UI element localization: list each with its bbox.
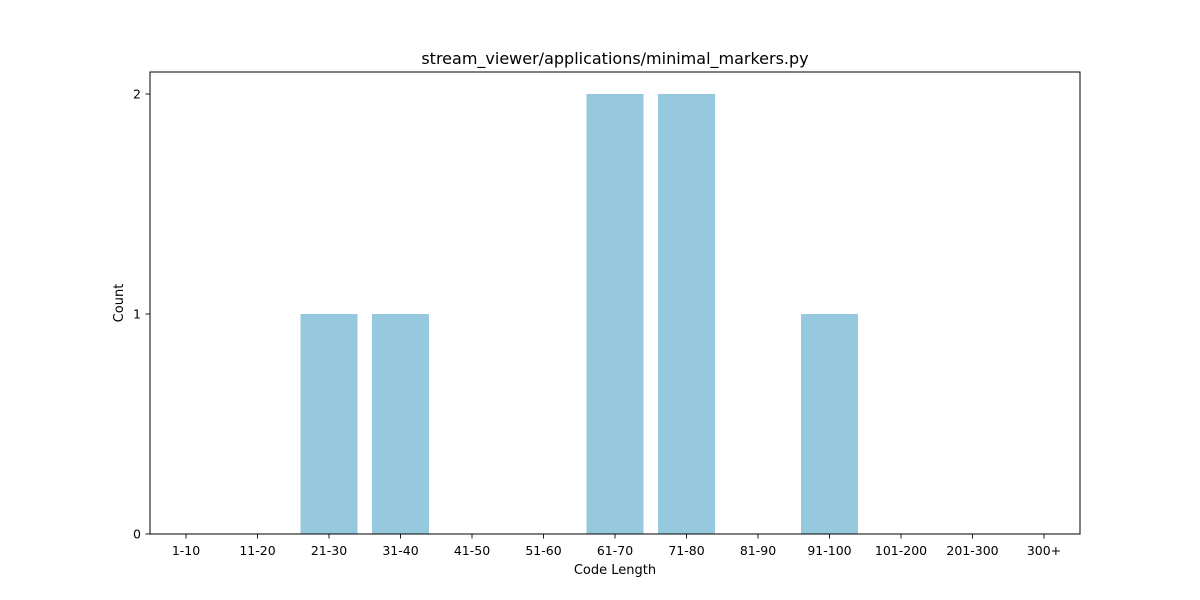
- x-tick-label: 11-20: [239, 543, 275, 558]
- bar: [658, 94, 715, 534]
- y-axis-ticks: 0 1 2: [133, 87, 150, 542]
- chart-title: stream_viewer/applications/minimal_marke…: [421, 49, 808, 69]
- y-axis-label: Count: [112, 284, 127, 323]
- x-tick-label: 201-300: [946, 543, 998, 558]
- x-tick-label: 41-50: [454, 543, 490, 558]
- x-tick-label: 21-30: [311, 543, 347, 558]
- bar: [300, 314, 358, 534]
- bar: [801, 314, 858, 534]
- x-tick-label: 91-100: [807, 543, 851, 558]
- x-tick-label: 51-60: [525, 543, 561, 558]
- bar: [586, 94, 644, 534]
- x-tick-label: 101-200: [875, 543, 927, 558]
- x-tick-label: 31-40: [382, 543, 418, 558]
- bar: [372, 314, 429, 534]
- plot-frame: [149, 71, 1081, 535]
- bars-group: [300, 94, 858, 534]
- x-axis-ticks: 1-10 11-20 21-30 31-40 41-50 51-60 61-70 71-80 8…: [172, 534, 1061, 558]
- x-axis-label: Code Length: [574, 563, 656, 578]
- x-tick-label: 1-10: [172, 543, 200, 558]
- x-tick-label: 300+: [1027, 543, 1061, 558]
- y-tick-label: 0: [133, 527, 141, 542]
- x-tick-label: 71-80: [668, 543, 704, 558]
- y-tick-label: 2: [133, 87, 141, 102]
- x-tick-label: 81-90: [740, 543, 776, 558]
- x-tick-label: 61-70: [597, 543, 633, 558]
- y-tick-label: 1: [133, 307, 141, 322]
